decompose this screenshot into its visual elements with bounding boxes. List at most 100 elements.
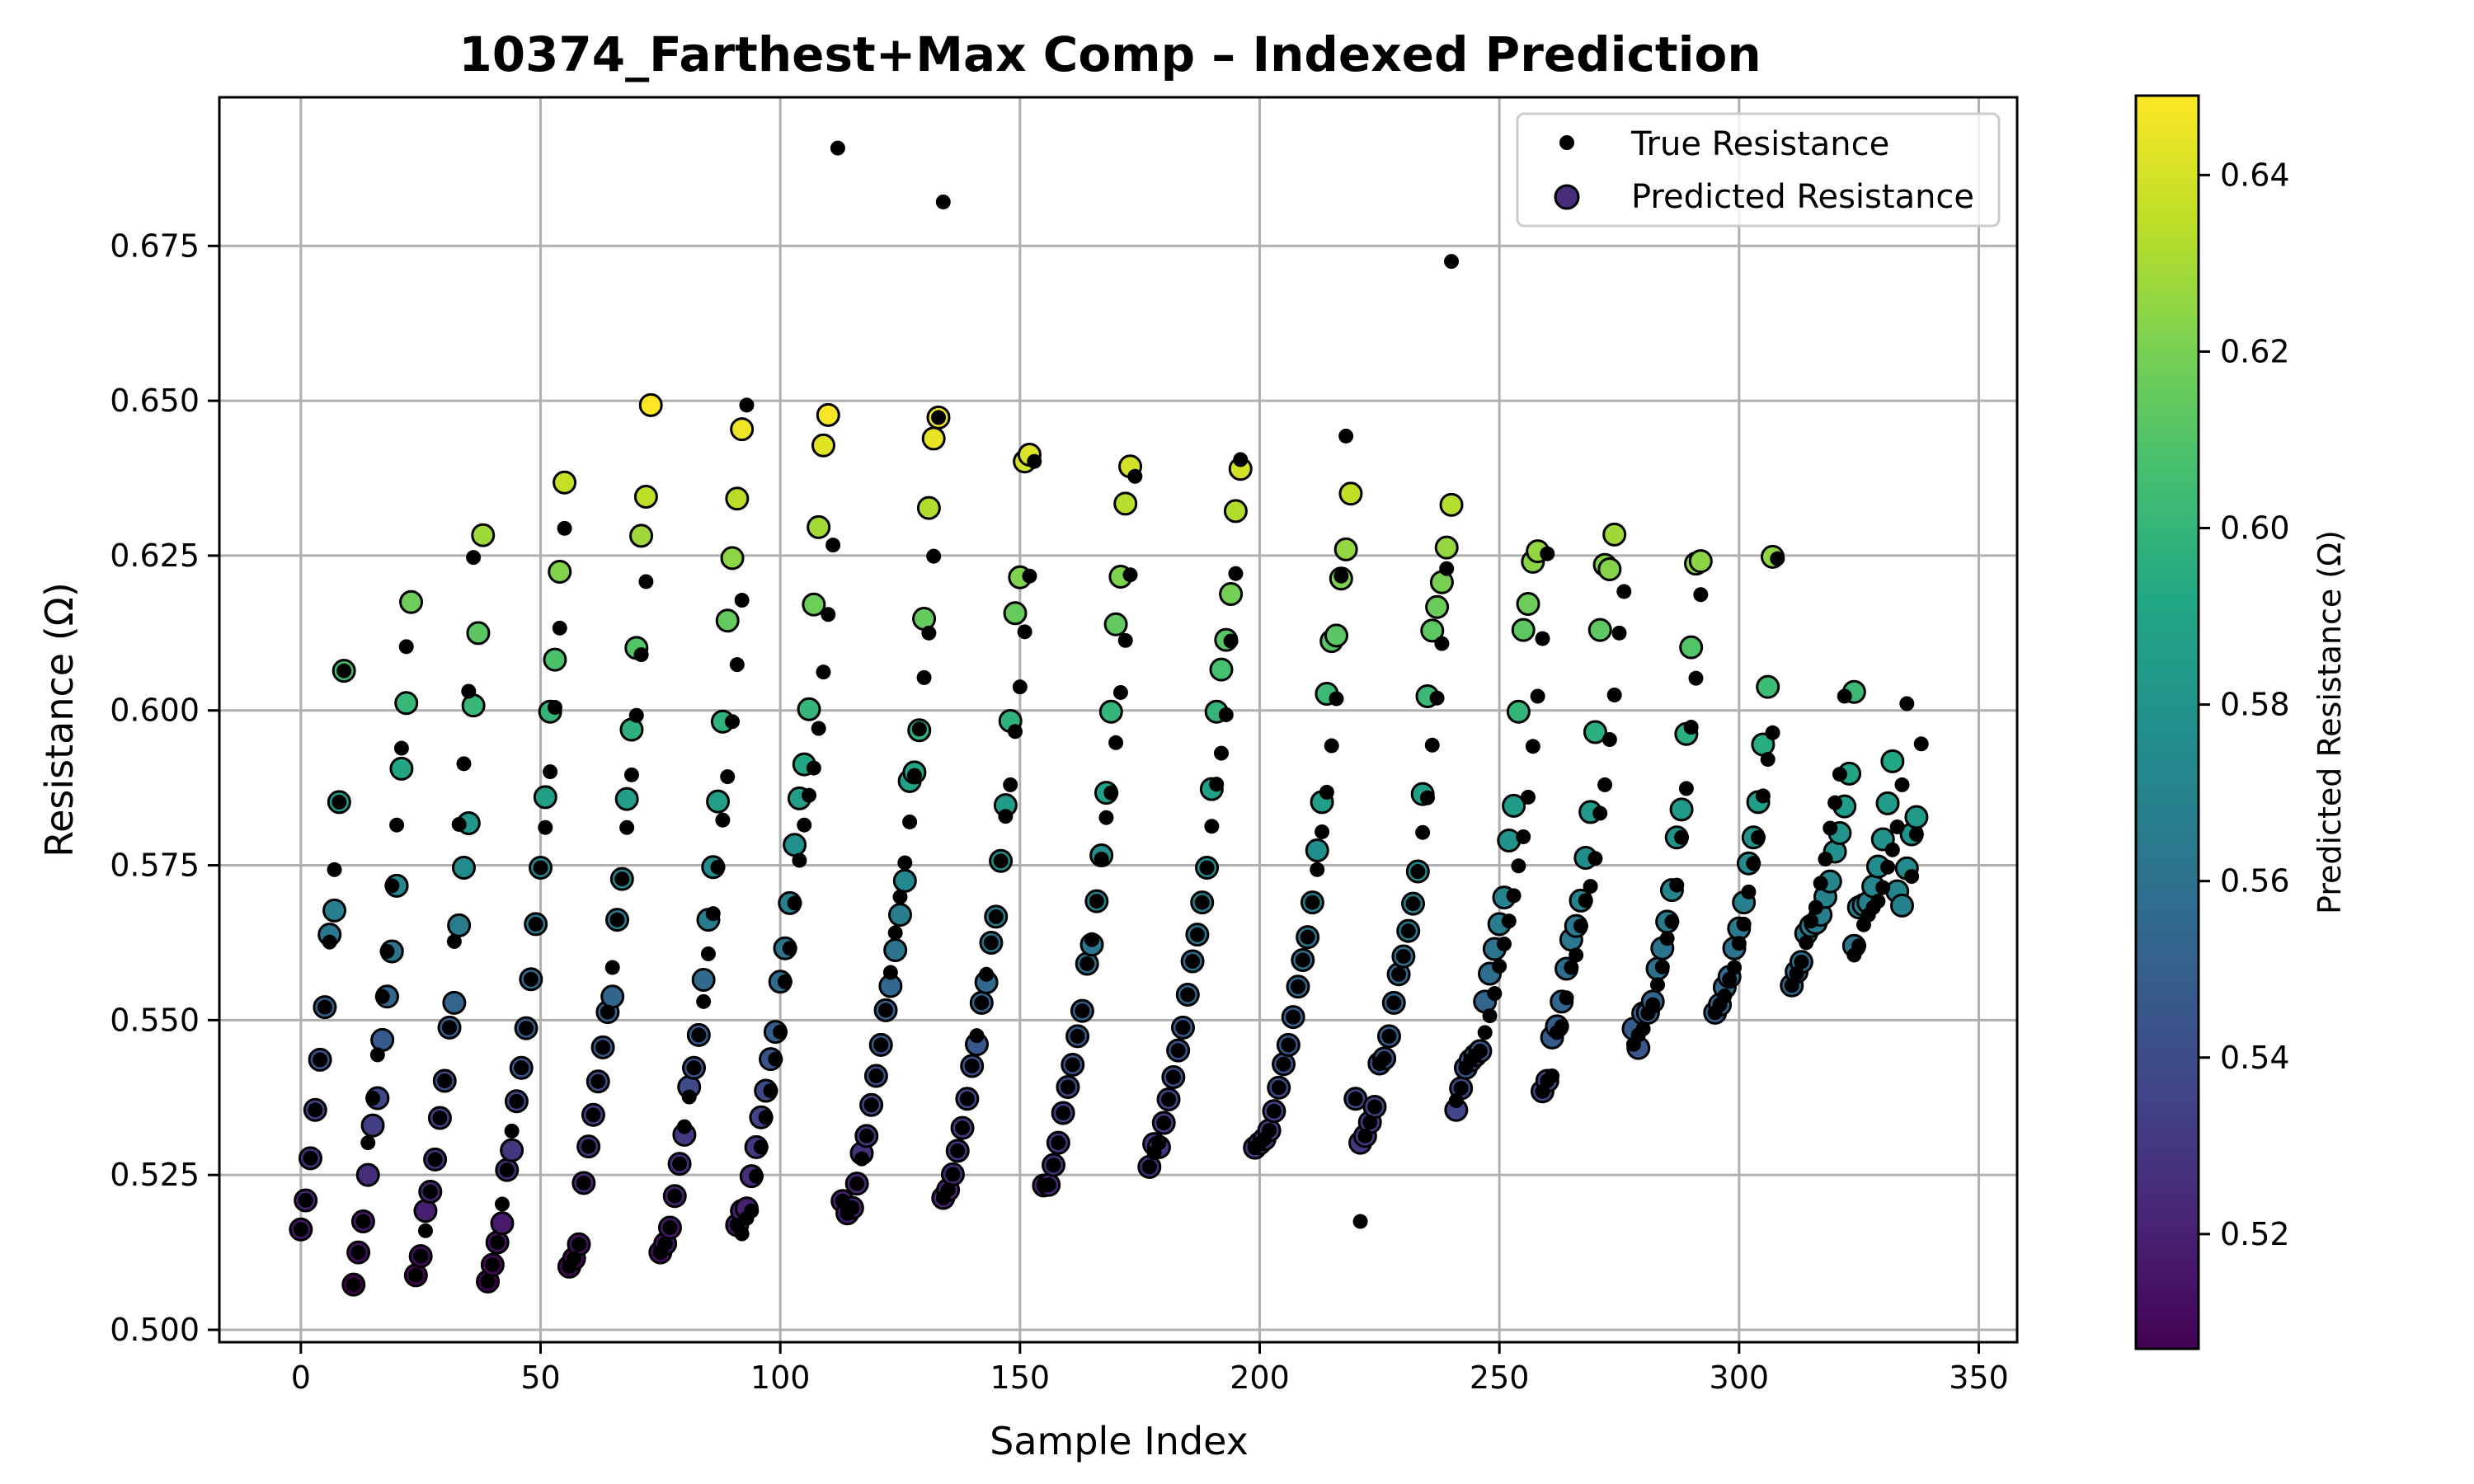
true-point: [1357, 1128, 1373, 1144]
true-point: [1894, 777, 1910, 792]
true-point: [1688, 670, 1704, 686]
x-tick-label: 0: [291, 1360, 311, 1396]
true-point: [1276, 1056, 1291, 1072]
predicted-point: [883, 937, 908, 962]
true-point: [543, 764, 558, 780]
predicted-point: [1669, 797, 1694, 822]
true-point: [369, 1047, 385, 1063]
true-point: [1094, 852, 1109, 867]
predicted-point: [355, 1162, 380, 1187]
true-point: [1281, 1037, 1296, 1053]
true-point: [1832, 767, 1847, 782]
true-point: [1213, 745, 1229, 761]
legend-pred-marker: [1554, 184, 1580, 210]
true-point: [417, 1223, 433, 1238]
true-point: [887, 925, 903, 941]
true-point: [1161, 1092, 1177, 1107]
predicted-point: [399, 589, 424, 614]
true-point: [1597, 777, 1613, 792]
true-point: [959, 1091, 975, 1106]
true-point: [945, 1167, 961, 1182]
true-point: [1755, 788, 1771, 804]
true-point: [821, 607, 836, 622]
true-point: [308, 1102, 323, 1118]
true-point: [1899, 696, 1915, 711]
true-point: [1352, 1214, 1368, 1229]
true-point: [1103, 785, 1119, 801]
true-point: [1448, 1093, 1464, 1109]
true-point: [955, 1120, 971, 1136]
true-point: [1616, 584, 1632, 599]
true-point: [1391, 966, 1407, 982]
true-point: [1185, 953, 1201, 969]
predicted-point: [1511, 618, 1536, 642]
true-point: [868, 1068, 884, 1083]
true-point: [1175, 1020, 1191, 1036]
true-point: [691, 1027, 707, 1043]
predicted-point: [500, 1138, 524, 1162]
true-point: [1669, 877, 1685, 893]
y-tick-label: 0.675: [110, 228, 200, 264]
predicted-point: [1305, 838, 1329, 863]
true-point: [1683, 720, 1699, 735]
colorbar-label: Predicted Resistance (Ω): [2312, 530, 2348, 914]
predicted-point: [360, 1113, 385, 1138]
true-point: [1405, 896, 1421, 912]
true-point: [1305, 895, 1320, 910]
predicted-point: [1875, 791, 1900, 815]
true-point: [1516, 829, 1531, 844]
predicted-point: [394, 691, 419, 716]
predicted-point: [1583, 720, 1607, 744]
true-point: [1141, 1159, 1157, 1175]
true-point: [446, 933, 462, 949]
x-tick-label: 250: [1470, 1360, 1530, 1396]
true-point: [595, 1040, 611, 1055]
true-point: [1453, 1080, 1469, 1096]
predicted-point: [370, 1027, 395, 1052]
true-point: [1717, 989, 1733, 1004]
true-point: [849, 1176, 865, 1191]
predicted-point: [638, 392, 663, 417]
x-tick-label: 200: [1230, 1360, 1290, 1396]
true-point: [964, 1058, 980, 1073]
true-point: [1794, 954, 1809, 970]
true-point: [1813, 876, 1828, 891]
true-point: [1535, 631, 1550, 646]
true-point: [686, 1060, 702, 1076]
true-point: [1808, 899, 1823, 915]
predicted-point: [797, 697, 821, 721]
true-point: [322, 934, 337, 950]
true-point: [734, 1226, 750, 1242]
true-point: [1295, 952, 1310, 968]
true-point: [1736, 916, 1752, 932]
predicted-point: [543, 647, 567, 672]
true-point: [863, 1097, 879, 1113]
true-point: [998, 809, 1014, 824]
predicted-point: [1502, 793, 1526, 818]
true-point: [979, 966, 995, 982]
predicted-point: [471, 523, 496, 547]
predicted-point: [442, 990, 467, 1015]
true-point: [1727, 960, 1743, 975]
predicted-point: [466, 621, 491, 646]
true-point: [1439, 561, 1455, 576]
chart-title: 10374_Farthest+Max Comp – Indexed Predic…: [459, 26, 1761, 82]
true-point: [567, 1251, 582, 1266]
true-point: [557, 520, 572, 536]
predicted-point: [1756, 674, 1780, 699]
predicted-point: [715, 608, 740, 633]
true-point: [1784, 978, 1799, 993]
true-point: [1218, 707, 1234, 722]
true-point: [623, 767, 639, 782]
true-point: [950, 1143, 966, 1158]
colorbar-tick-label: 0.54: [2220, 1040, 2290, 1076]
true-point: [1333, 568, 1349, 584]
true-point: [1286, 1009, 1301, 1025]
true-point: [825, 538, 841, 553]
true-point: [1381, 1028, 1397, 1044]
true-point: [1722, 971, 1738, 987]
predicted-point: [629, 524, 654, 548]
y-axis-label: Resistance (Ω): [37, 582, 82, 857]
true-point: [1089, 894, 1104, 909]
